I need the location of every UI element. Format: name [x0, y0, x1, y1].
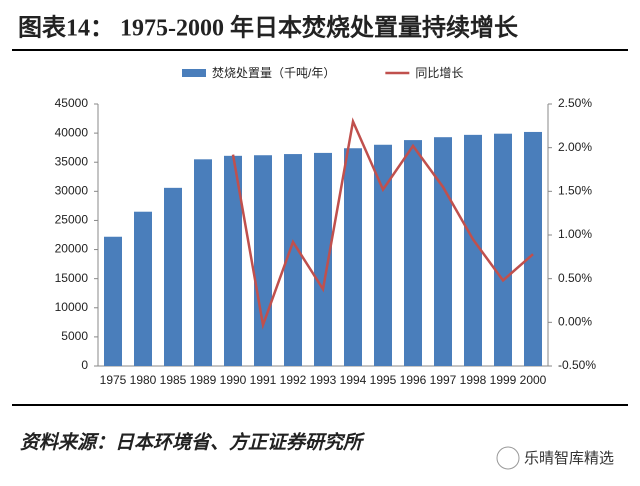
bar [284, 154, 302, 366]
bar [404, 140, 422, 366]
legend-swatch [182, 69, 206, 77]
chart-title: 图表14： 1975-2000 年日本焚烧处置量持续增长 [18, 14, 519, 42]
source: 资料来源：日本环境省、方正证券研究所 [20, 431, 365, 453]
y-tick-label: 30000 [55, 184, 89, 198]
x-tick-label: 2000 [520, 373, 547, 387]
bar [104, 236, 122, 366]
y-tick-label: 10000 [55, 300, 89, 314]
bar [314, 152, 332, 366]
y-tick-label: 20000 [55, 242, 89, 256]
x-tick-label: 1991 [250, 373, 277, 387]
y-tick-label: 35000 [55, 154, 89, 168]
bar [164, 187, 182, 366]
x-tick-label: 1994 [340, 373, 367, 387]
y2-tick-label: 2.50% [558, 96, 592, 110]
y2-tick-label: 1.50% [558, 184, 592, 198]
y-tick-label: 15000 [55, 271, 89, 285]
bar [134, 211, 152, 366]
x-tick-label: 1993 [310, 373, 337, 387]
bar [194, 159, 212, 366]
bar [254, 155, 272, 366]
x-tick-label: 1975 [100, 373, 127, 387]
y-tick-label: 25000 [55, 213, 89, 227]
x-tick-label: 1989 [190, 373, 217, 387]
x-tick-label: 1999 [490, 373, 517, 387]
y2-tick-label: 0.50% [558, 271, 592, 285]
y2-tick-label: 2.00% [558, 140, 592, 154]
y-tick-label: 5000 [61, 329, 88, 343]
x-tick-label: 1992 [280, 373, 307, 387]
bar [434, 137, 452, 366]
y2-tick-label: -0.50% [558, 358, 596, 372]
y2-tick-label: 1.00% [558, 227, 592, 241]
x-tick-label: 1985 [160, 373, 187, 387]
legend-label: 焚烧处置量（千吨/年） [212, 66, 335, 80]
y-tick-label: 40000 [55, 125, 89, 139]
legend-label: 同比增长 [415, 66, 463, 80]
bar [524, 131, 542, 366]
bar [494, 133, 512, 366]
watermark-icon [496, 446, 520, 470]
bar [344, 148, 362, 366]
x-tick-label: 1995 [370, 373, 397, 387]
bar [464, 134, 482, 366]
x-tick-label: 1997 [430, 373, 457, 387]
y-tick-label: 0 [81, 358, 88, 372]
line [231, 117, 534, 330]
y-tick-label: 45000 [55, 96, 89, 110]
bar [224, 155, 242, 366]
watermark: 乐晴智库精选 [524, 449, 614, 467]
x-tick-label: 1990 [220, 373, 247, 387]
x-tick-label: 1998 [460, 373, 487, 387]
bar [374, 144, 392, 366]
x-tick-label: 1980 [130, 373, 157, 387]
y2-tick-label: 0.00% [558, 315, 592, 329]
x-tick-label: 1996 [400, 373, 427, 387]
